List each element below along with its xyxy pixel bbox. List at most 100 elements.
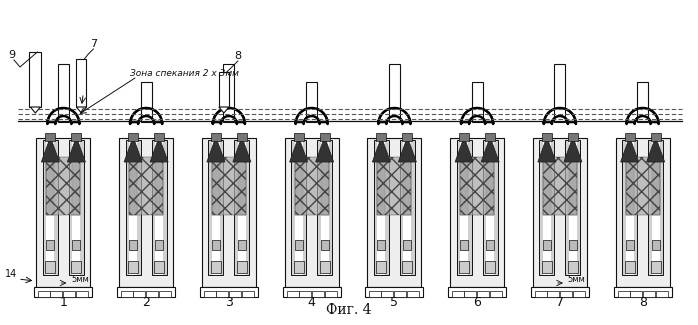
Bar	[295, 157, 303, 215]
Polygon shape	[219, 107, 229, 113]
Bar	[211, 261, 221, 273]
Bar	[45, 133, 55, 141]
Bar	[140, 82, 151, 122]
Bar	[460, 157, 468, 215]
Bar	[569, 157, 577, 215]
Bar	[486, 140, 494, 275]
Bar	[403, 140, 411, 275]
Bar	[325, 291, 336, 297]
Bar	[450, 138, 504, 287]
Bar	[477, 291, 489, 297]
Bar	[209, 140, 223, 275]
Bar	[381, 291, 394, 297]
Bar	[402, 133, 413, 141]
Bar	[648, 140, 663, 275]
Polygon shape	[68, 137, 85, 162]
Bar	[285, 138, 339, 287]
Bar	[643, 291, 655, 297]
Bar	[202, 138, 256, 287]
Bar	[242, 291, 254, 297]
Bar	[129, 157, 163, 215]
Bar	[625, 157, 660, 215]
Bar	[403, 240, 411, 250]
Polygon shape	[461, 108, 493, 124]
Bar	[155, 140, 163, 275]
Bar	[46, 157, 80, 215]
Bar	[320, 157, 329, 215]
Text: 5мм: 5мм	[71, 275, 89, 284]
Bar	[69, 140, 84, 275]
Bar	[403, 157, 411, 215]
Polygon shape	[399, 137, 417, 162]
Bar	[73, 140, 80, 275]
Bar	[212, 157, 220, 215]
Bar	[71, 261, 82, 273]
Bar	[652, 140, 660, 275]
Bar	[378, 157, 385, 215]
Text: 7: 7	[90, 39, 97, 49]
Bar	[211, 133, 221, 141]
Bar	[238, 157, 246, 215]
Bar	[204, 291, 216, 297]
Bar	[202, 138, 256, 287]
Bar	[237, 133, 247, 141]
Bar	[223, 64, 235, 122]
Bar	[485, 133, 495, 141]
Bar	[294, 133, 304, 141]
Bar	[543, 240, 551, 250]
Bar	[155, 240, 163, 250]
Bar	[219, 72, 229, 107]
Bar	[486, 157, 494, 215]
Bar	[554, 64, 565, 122]
Bar	[459, 133, 469, 141]
Bar	[129, 140, 137, 275]
Bar	[568, 261, 578, 273]
Bar	[212, 240, 220, 250]
Bar	[542, 133, 552, 141]
Bar	[569, 157, 577, 215]
Bar	[569, 240, 577, 250]
Bar	[630, 291, 641, 297]
Bar	[652, 240, 660, 250]
Bar	[625, 140, 634, 275]
Bar	[129, 157, 137, 215]
Bar	[367, 138, 422, 287]
Bar	[365, 287, 424, 297]
Bar	[622, 140, 637, 275]
Bar	[216, 291, 228, 297]
Bar	[119, 138, 173, 287]
Bar	[543, 157, 577, 215]
Bar	[295, 157, 303, 215]
Bar	[486, 157, 494, 215]
Bar	[46, 157, 80, 215]
Bar	[533, 138, 587, 287]
Bar	[46, 140, 54, 275]
Bar	[378, 140, 385, 275]
Bar	[485, 261, 495, 273]
Bar	[126, 140, 140, 275]
Bar	[133, 291, 145, 297]
Bar	[285, 138, 339, 287]
Bar	[146, 291, 158, 297]
Polygon shape	[621, 137, 639, 162]
Bar	[402, 261, 413, 273]
Text: Зона спекания 2 х 3мм: Зона спекания 2 х 3мм	[130, 69, 239, 78]
Bar	[58, 64, 69, 122]
Bar	[560, 291, 572, 297]
Polygon shape	[564, 137, 582, 162]
Polygon shape	[47, 108, 80, 124]
Bar	[378, 157, 385, 215]
Bar	[378, 157, 411, 215]
Text: 7: 7	[556, 296, 564, 309]
Bar	[155, 157, 163, 215]
Bar	[299, 291, 311, 297]
Text: 3: 3	[225, 296, 233, 309]
Bar	[472, 82, 482, 122]
Bar	[283, 287, 341, 297]
Bar	[43, 140, 58, 275]
Bar	[238, 240, 246, 250]
Bar	[320, 261, 329, 273]
Bar	[200, 287, 258, 297]
Bar	[294, 261, 304, 273]
Bar	[73, 240, 80, 250]
